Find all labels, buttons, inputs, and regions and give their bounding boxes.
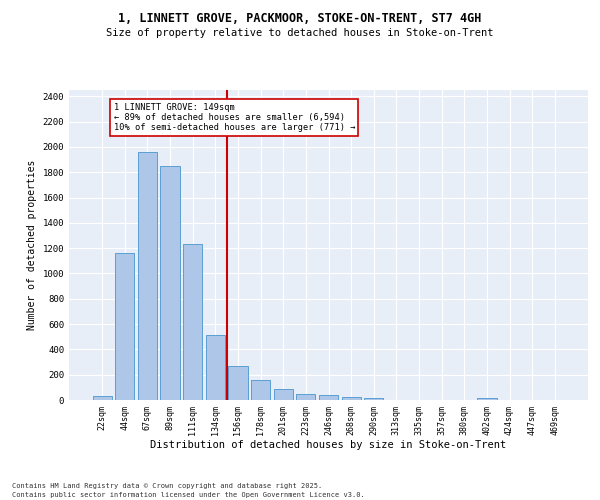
Text: 1, LINNETT GROVE, PACKMOOR, STOKE-ON-TRENT, ST7 4GH: 1, LINNETT GROVE, PACKMOOR, STOKE-ON-TRE… [118, 12, 482, 26]
X-axis label: Distribution of detached houses by size in Stoke-on-Trent: Distribution of detached houses by size … [151, 440, 506, 450]
Bar [364, 398, 383, 400]
Bar [251, 380, 270, 400]
Bar [138, 152, 157, 400]
Bar [92, 396, 112, 400]
Text: Size of property relative to detached houses in Stoke-on-Trent: Size of property relative to detached ho… [106, 28, 494, 38]
Bar [115, 253, 134, 400]
Bar [296, 394, 316, 400]
Y-axis label: Number of detached properties: Number of detached properties [27, 160, 37, 330]
Bar [183, 244, 202, 400]
Text: Contains HM Land Registry data © Crown copyright and database right 2025.: Contains HM Land Registry data © Crown c… [12, 483, 322, 489]
Bar [229, 366, 248, 400]
Bar [319, 395, 338, 400]
Bar [274, 388, 293, 400]
Bar [477, 398, 497, 400]
Bar [206, 335, 225, 400]
Bar [160, 166, 180, 400]
Text: Contains public sector information licensed under the Open Government Licence v3: Contains public sector information licen… [12, 492, 365, 498]
Bar [341, 397, 361, 400]
Text: 1 LINNETT GROVE: 149sqm
← 89% of detached houses are smaller (6,594)
10% of semi: 1 LINNETT GROVE: 149sqm ← 89% of detache… [113, 102, 355, 132]
